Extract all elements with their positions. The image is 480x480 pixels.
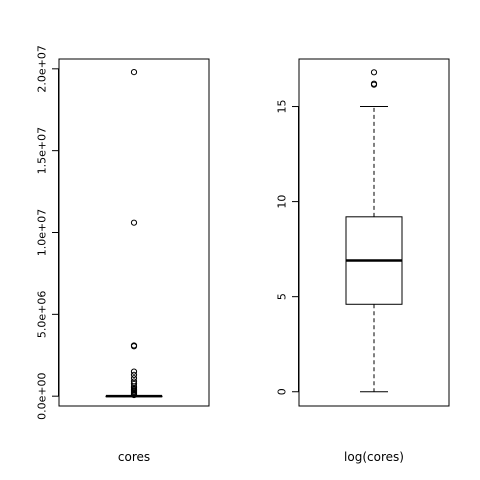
boxplot-panel-cores: 0.0e+00 5.0e+06 1.0e+07 1.5e+07 2.0e+07 core… — [36, 45, 210, 464]
y-tick-label: 5.0e+06 — [36, 291, 49, 338]
y-tick-label: 5 — [276, 293, 289, 300]
outlier-point — [370, 81, 378, 88]
y-axis: 0.0e+00 5.0e+06 1.0e+07 1.5e+07 2.0e+07 — [36, 45, 59, 420]
outlier-point — [130, 375, 138, 382]
x-axis-label: log(cores) — [344, 450, 404, 464]
outliers — [130, 68, 138, 399]
outlier-point — [130, 391, 138, 399]
y-tick-label: 1.0e+07 — [36, 209, 49, 256]
y-axis: 0 5 10 15 — [276, 100, 299, 395]
boxplot — [345, 106, 403, 393]
outliers — [370, 69, 378, 88]
y-tick-label: 2.0e+07 — [36, 45, 49, 92]
y-tick-label: 10 — [276, 195, 289, 209]
outlier-point — [130, 368, 138, 375]
outlier-point — [130, 68, 138, 76]
y-tick-label: 0.0e+00 — [36, 372, 49, 419]
outlier-point — [130, 371, 138, 379]
boxplot-panel-log-cores: 0 5 10 15 log(cores) — [276, 58, 450, 464]
outlier-point — [130, 343, 138, 350]
y-tick-label: 15 — [276, 100, 289, 114]
outlier-point — [130, 219, 138, 226]
y-tick-label: 1.5e+07 — [36, 127, 49, 174]
x-axis-label: cores — [118, 450, 150, 464]
outlier-point — [370, 69, 378, 76]
y-tick-label: 0 — [276, 388, 289, 395]
